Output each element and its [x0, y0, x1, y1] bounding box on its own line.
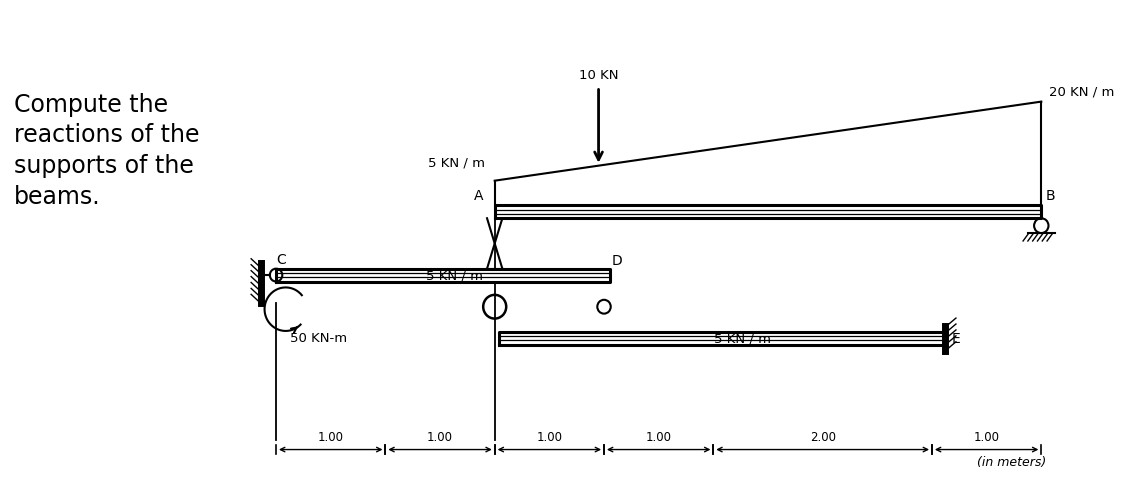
Text: 1.00: 1.00 [427, 430, 453, 443]
Text: D: D [612, 253, 622, 267]
Text: B: B [1046, 189, 1054, 203]
Text: 20 KN / m: 20 KN / m [1049, 85, 1114, 98]
Text: 1.00: 1.00 [537, 430, 563, 443]
Polygon shape [495, 102, 1041, 206]
Text: 5 KN / m: 5 KN / m [426, 269, 483, 282]
Text: 1.00: 1.00 [318, 430, 344, 443]
Text: A: A [474, 189, 483, 203]
Text: Compute the
reactions of the
supports of the
beams.: Compute the reactions of the supports of… [15, 93, 200, 208]
Text: 10 KN: 10 KN [578, 69, 619, 82]
Text: 1.00: 1.00 [974, 430, 999, 443]
Text: 2.00: 2.00 [810, 430, 836, 443]
Text: 5 KN / m: 5 KN / m [713, 332, 770, 345]
Text: C: C [276, 252, 286, 266]
Text: 1.00: 1.00 [646, 430, 672, 443]
Text: E: E [951, 332, 960, 346]
Text: 50 KN-m: 50 KN-m [291, 331, 348, 344]
Text: (in meters): (in meters) [977, 456, 1047, 468]
Text: 5 KN / m: 5 KN / m [428, 156, 485, 169]
